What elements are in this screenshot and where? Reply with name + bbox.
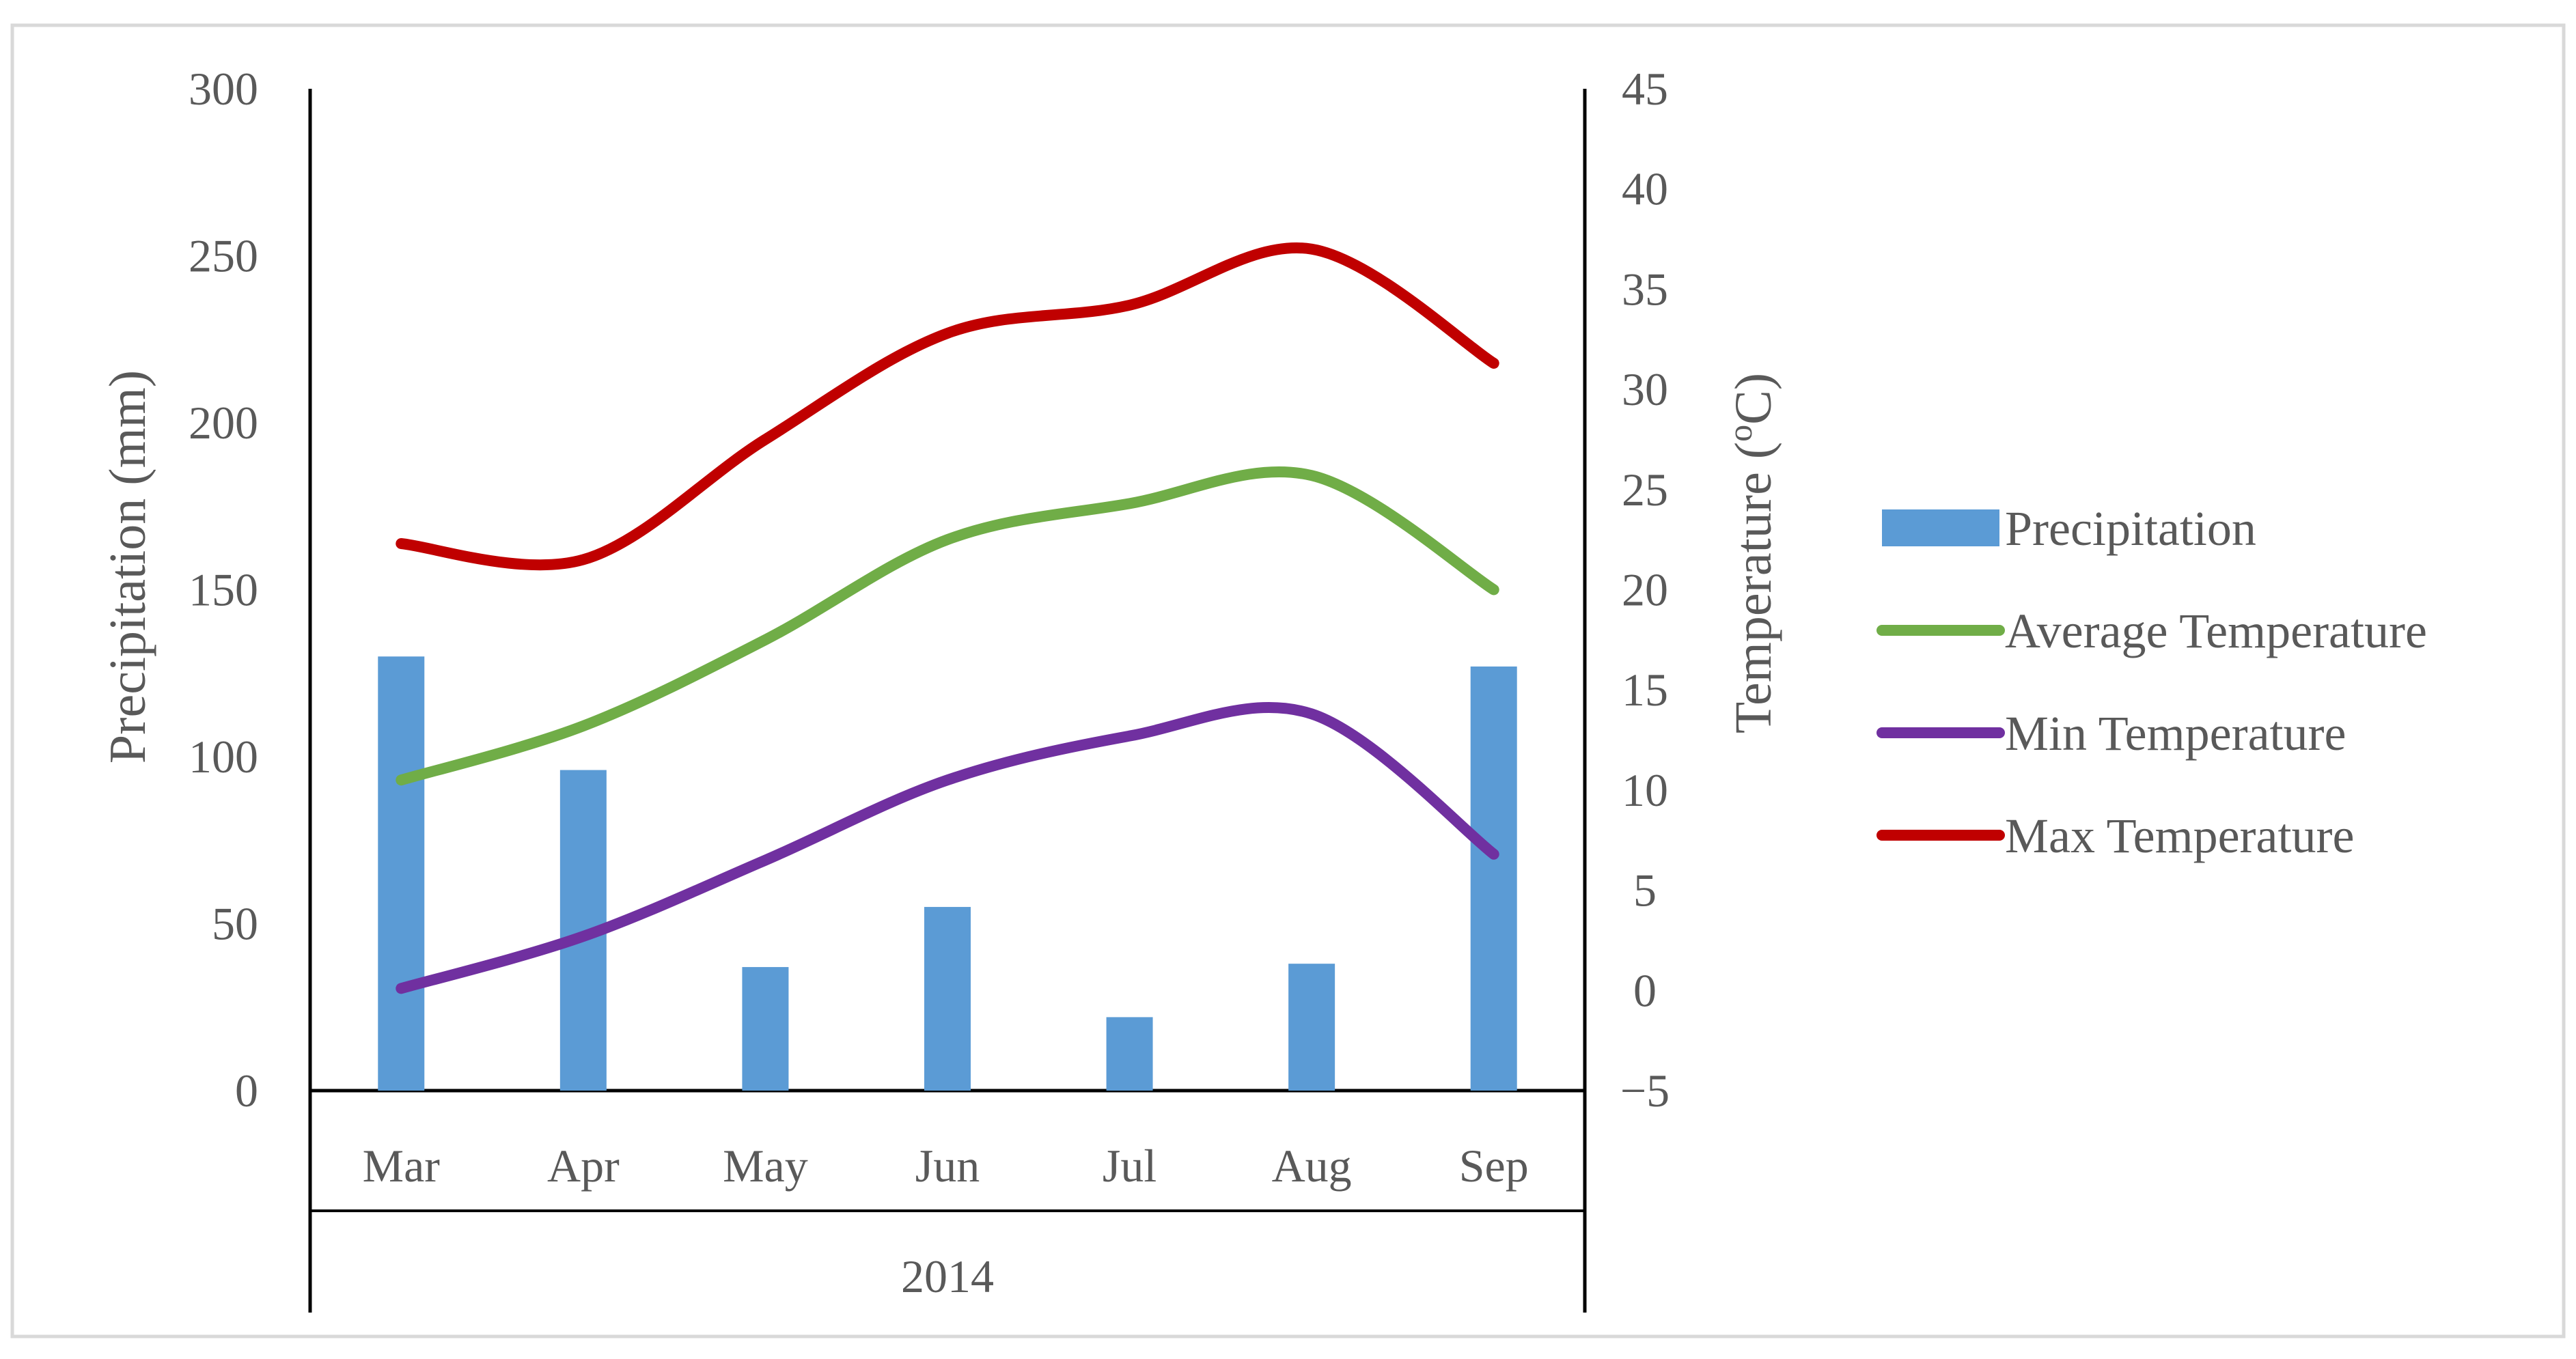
x-group-label: 2014: [901, 1250, 994, 1302]
bar-precipitation-aug: [1288, 964, 1335, 1091]
left-axis-ticks: 0 50 100 150 200 250 300: [189, 63, 258, 1117]
legend-swatch-precipitation: [1882, 509, 1999, 546]
right-tick-label: 5: [1633, 865, 1657, 916]
left-axis-title: Precipitation (mm): [99, 370, 156, 763]
right-tick-label: 30: [1622, 363, 1668, 415]
legend-label-average-temperature: Average Temperature: [2005, 604, 2427, 658]
right-tick-label: 40: [1622, 163, 1668, 215]
bar-precipitation-mar: [378, 656, 425, 1091]
right-axis-title: Temperature (oC): [1721, 373, 1782, 733]
left-tick-label: 0: [235, 1065, 258, 1117]
x-tick-label-jun: Jun: [915, 1140, 980, 1192]
bar-precipitation-jul: [1106, 1017, 1153, 1091]
right-axis-ticks: −5 0 5 10 15 20 25 30 35 40 45: [1620, 63, 1670, 1117]
x-tick-label-mar: Mar: [363, 1140, 441, 1192]
left-tick-label: 250: [189, 230, 258, 282]
bar-precipitation-sep: [1470, 666, 1517, 1091]
legend-label-precipitation: Precipitation: [2005, 501, 2256, 556]
right-tick-label: 45: [1622, 63, 1668, 115]
right-tick-label: 20: [1622, 564, 1668, 616]
line-max-temperature: [396, 242, 1499, 571]
bar-precipitation-jun: [924, 907, 971, 1091]
right-tick-label: 15: [1622, 664, 1668, 716]
right-tick-label: 35: [1622, 263, 1668, 315]
left-tick-label: 150: [189, 564, 258, 616]
x-axis-ticks: Mar Apr May Jun Jul Aug Sep: [363, 1140, 1529, 1192]
x-tick-label-apr: Apr: [547, 1140, 620, 1192]
right-axis-title-end: C): [1725, 373, 1782, 425]
left-tick-label: 200: [189, 397, 258, 449]
line-min-temperature: [396, 701, 1499, 994]
right-axis-title-sup: o: [1721, 425, 1759, 442]
right-tick-label: 25: [1622, 464, 1668, 516]
legend-label-min-temperature: Min Temperature: [2005, 706, 2346, 761]
x-tick-label-sep: Sep: [1459, 1140, 1529, 1192]
right-axis-title-base: Temperature (: [1725, 442, 1782, 733]
x-tick-label-jul: Jul: [1103, 1140, 1157, 1192]
x-tick-label-may: May: [723, 1140, 808, 1192]
left-tick-label: 100: [189, 731, 258, 783]
legend-label-max-temperature: Max Temperature: [2005, 809, 2354, 863]
line-average-temperature: [396, 466, 1499, 786]
right-tick-label: −5: [1620, 1065, 1670, 1117]
left-tick-label: 300: [189, 63, 258, 115]
bar-precipitation-may: [742, 967, 789, 1091]
right-tick-label: 10: [1622, 764, 1668, 816]
temperature-lines: [396, 242, 1499, 994]
left-tick-label: 50: [212, 898, 258, 950]
x-tick-label-aug: Aug: [1272, 1140, 1352, 1192]
legend: Precipitation Average Temperature Min Temp…: [1876, 501, 2427, 863]
right-tick-label: 0: [1633, 964, 1657, 1016]
